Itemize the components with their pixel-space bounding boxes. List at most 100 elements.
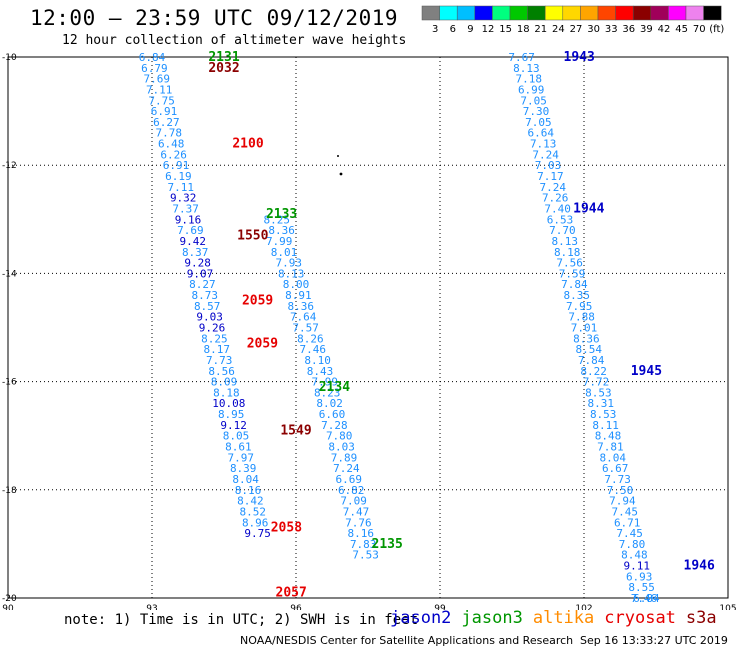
colorbar-tick-label: 21 xyxy=(534,24,547,35)
wave-height-point: 9.75 xyxy=(244,527,271,540)
wave-height-point: 7.88 xyxy=(568,311,595,324)
wave-height-point: 8.48 xyxy=(621,549,648,562)
wave-height-point: 8.36 xyxy=(288,300,315,313)
wave-height-point: 9.11 xyxy=(624,560,651,573)
wave-height-point: 8.36 xyxy=(573,332,600,345)
wave-height-point: 7.59 xyxy=(559,267,586,280)
wave-height-point: 7.64 xyxy=(290,311,317,324)
wave-height-point: 8.57 xyxy=(194,300,221,313)
wave-height-point: 7.45 xyxy=(616,527,643,540)
wave-height-point: 8.55 xyxy=(628,581,655,594)
colorbar-tick-label: 33 xyxy=(605,24,618,35)
wave-height-point: 8.25 xyxy=(201,332,228,345)
wave-height-point: 8.48 xyxy=(595,430,622,443)
chart-subtitle: 12 hour collection of altimeter wave hei… xyxy=(62,33,407,48)
credit-text: NOAA/NESDIS Center for Satellite Applica… xyxy=(240,634,574,647)
wave-height-point: 7.11 xyxy=(168,181,195,194)
wave-height-point: 9.32 xyxy=(170,192,197,205)
wave-height-point: 8.43 xyxy=(307,365,334,378)
wave-height-point: 7.28 xyxy=(321,419,348,432)
color-legend-bar: 3 6 9 12 15 18 21 24 27 30 33 36 39 42 45 70 (ft) xyxy=(421,5,724,35)
wave-height-point: 7.69 xyxy=(177,224,204,237)
wave-height-point: 8.03 xyxy=(328,441,355,454)
wave-height-point: 6.67 xyxy=(602,462,629,475)
wave-height-plot: 90 93 96 99 102 105-10-12-14-16-18-207.678.13… xyxy=(2,50,737,610)
wave-height-point: 7.53 xyxy=(352,549,379,562)
wave-height-point: 6.48 xyxy=(158,138,185,151)
satellite-legend-item: cryosat xyxy=(604,608,676,628)
wave-height-point: 8.00 xyxy=(283,278,310,291)
wave-height-point: 8.23 xyxy=(314,386,341,399)
track-time-label: 2133 xyxy=(266,207,297,222)
wave-height-point: 8.35 xyxy=(564,289,591,302)
wave-height-point: 7.30 xyxy=(523,105,550,118)
track-time-label: 1943 xyxy=(564,50,595,65)
wave-height-point: 7.99 xyxy=(266,235,293,248)
wave-height-point: 7.03 xyxy=(535,159,562,172)
colorbar-tick-label: 45 xyxy=(675,24,688,35)
wave-height-point: 6.60 xyxy=(319,408,346,421)
wave-height-point: 6.53 xyxy=(547,213,574,226)
wave-height-point: 8.27 xyxy=(189,278,216,291)
wave-height-point: 7.93 xyxy=(276,257,303,270)
wave-height-point: 7.73 xyxy=(604,473,631,486)
wave-height-point: 7.84 xyxy=(578,354,605,367)
wave-height-point: 7.67 xyxy=(508,51,535,64)
wave-height-point: 8.01 xyxy=(271,246,298,259)
wave-height-point: 6.91 xyxy=(163,159,190,172)
wave-height-point: 7.45 xyxy=(612,505,639,518)
wave-height-point: 6.79 xyxy=(141,62,168,75)
wave-height-point: 7.57 xyxy=(292,322,319,335)
track-time-label: 2058 xyxy=(271,521,302,536)
track-time-label: 2100 xyxy=(232,137,263,152)
wave-height-point: 7.94 xyxy=(609,495,636,508)
wave-height-point: 7.05 xyxy=(520,94,547,107)
wave-height-point: 7.73 xyxy=(206,354,233,367)
wave-height-point: 7.24 xyxy=(333,462,360,475)
wave-height-point: 8.09 xyxy=(211,376,238,389)
plot-frame xyxy=(7,56,729,599)
wave-height-point: 8.04 xyxy=(232,473,259,486)
wave-height-point: 8.18 xyxy=(554,246,581,259)
wave-height-point: 8.13 xyxy=(513,62,540,75)
wave-height-point: 8.91 xyxy=(285,289,312,302)
colorbar-tick-label: 15 xyxy=(499,24,512,35)
satellite-legend: jason2 jason3 altika cryosat s3a xyxy=(390,608,727,628)
track-time-label: 1946 xyxy=(684,559,715,574)
wave-height-point: 9.42 xyxy=(180,235,207,248)
track-time-label: 2057 xyxy=(276,586,307,601)
footer-note: note: 1) Time is in UTC; 2) SWH is in fe… xyxy=(64,612,419,628)
wave-height-point: 7.84 xyxy=(561,278,588,291)
wave-height-point: 6.69 xyxy=(336,473,363,486)
wave-height-point: 7.89 xyxy=(331,451,358,464)
wave-height-point: 8.31 xyxy=(588,397,615,410)
wave-height-point: 7.80 xyxy=(326,430,353,443)
wave-height-point: 6.71 xyxy=(614,516,641,529)
wave-height-point: 7.81 xyxy=(597,441,624,454)
wave-height-point: 6.93 xyxy=(626,570,653,583)
track-time-label: 1550 xyxy=(237,229,268,244)
wave-height-point: 8.95 xyxy=(218,408,245,421)
colorbar-swatch xyxy=(703,5,722,21)
island-mark xyxy=(339,172,343,176)
colorbar-tick-label: 42 xyxy=(658,24,671,35)
track-time-label: 2134 xyxy=(319,380,350,395)
track-time-label: 1549 xyxy=(280,423,311,438)
wave-height-point: 8.17 xyxy=(204,343,231,356)
wave-height-point: 7.99 xyxy=(312,376,339,389)
x-tick-label: 102 xyxy=(575,604,592,610)
wave-height-point: 8.96 xyxy=(242,516,269,529)
wave-height-point: 10.08 xyxy=(212,397,245,410)
colorbar-tick-label: 3 xyxy=(432,24,438,35)
track-time-label: 1944 xyxy=(573,201,604,216)
wave-height-point: 8.18 xyxy=(213,386,240,399)
wave-height-point: 7.13 xyxy=(530,138,557,151)
wave-height-point: 7.40 xyxy=(544,202,571,215)
wave-height-point: 8.10 xyxy=(304,354,331,367)
wave-height-point: 8.04 xyxy=(600,451,627,464)
satellite-legend-item: altika xyxy=(532,608,595,628)
wave-height-point: 9.26 xyxy=(199,322,226,335)
track-time-label: 2032 xyxy=(208,61,239,76)
wave-height-point: 7.46 xyxy=(300,343,327,356)
wave-height-point: 7.70 xyxy=(549,224,576,237)
